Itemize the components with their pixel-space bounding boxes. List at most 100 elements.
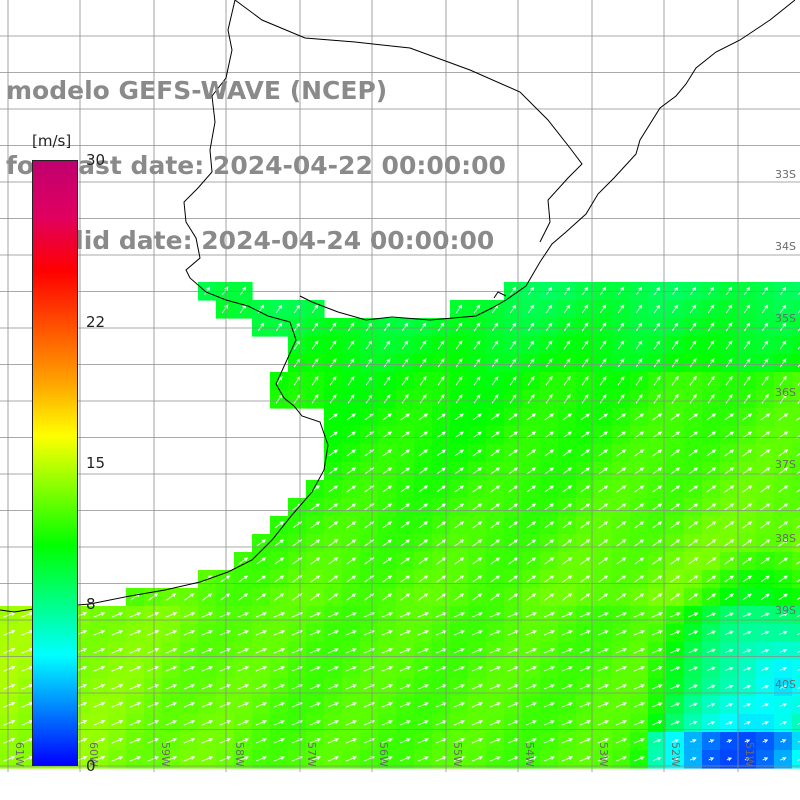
longitude-label: 57W <box>305 742 318 767</box>
wind-arrow <box>310 593 321 601</box>
wind-arrow <box>491 322 499 332</box>
wind-arrow <box>381 684 394 690</box>
wind-arrow <box>183 702 196 708</box>
wind-arrow <box>382 467 393 475</box>
wind-arrow <box>510 304 517 314</box>
longitude-label: 56W <box>377 742 390 767</box>
wind-arrow <box>383 394 391 404</box>
wind-arrow <box>399 666 412 672</box>
wind-arrow <box>382 521 393 529</box>
wind-arrow <box>148 593 159 601</box>
wind-arrow <box>201 630 214 636</box>
wind-arrow <box>310 521 321 529</box>
wind-arrow <box>688 485 699 493</box>
wind-arrow <box>93 684 106 690</box>
wind-arrow <box>760 593 770 601</box>
wind-arrow <box>725 375 733 386</box>
wind-arrow <box>510 286 517 295</box>
wind-arrow <box>689 393 697 404</box>
wind-arrow <box>3 702 16 708</box>
wind-arrow <box>688 575 699 583</box>
wind-arrow <box>346 413 356 421</box>
wind-arrow <box>580 485 591 493</box>
wind-arrow <box>473 322 481 332</box>
wind-arrow <box>544 485 555 493</box>
wind-arrow <box>744 757 751 761</box>
wind-arrow <box>707 322 715 332</box>
wind-arrow <box>563 375 571 386</box>
wind-arrow <box>147 684 160 690</box>
wind-arrow <box>201 648 214 654</box>
wind-arrow <box>489 630 501 636</box>
wind-arrow <box>669 612 681 618</box>
wind-arrow <box>472 593 483 601</box>
wind-arrow <box>201 756 214 762</box>
wind-arrow <box>327 738 340 744</box>
wind-arrow <box>689 375 697 386</box>
wind-arrow <box>165 720 178 726</box>
wind-arrow <box>797 327 800 332</box>
wind-arrow <box>345 684 358 690</box>
wind-arrow <box>743 720 752 725</box>
wind-arrow <box>671 322 679 332</box>
wind-arrow <box>382 431 393 439</box>
wind-arrow <box>599 322 607 332</box>
wind-arrow <box>327 684 339 690</box>
wind-arrow <box>147 666 160 672</box>
wind-arrow <box>671 340 679 350</box>
wind-arrow <box>670 557 681 565</box>
longitude-label: 52W <box>669 742 682 767</box>
wind-arrow <box>345 720 358 726</box>
wind-cell <box>792 462 800 481</box>
wind-arrow <box>437 340 445 350</box>
wind-arrow <box>489 612 501 618</box>
wind-cell <box>792 408 800 427</box>
wind-cell <box>792 660 800 679</box>
wind-arrow <box>690 757 697 761</box>
wind-arrow <box>599 286 607 296</box>
wind-arrow <box>399 648 412 654</box>
wind-arrow <box>473 340 481 350</box>
wind-arrow <box>453 738 466 744</box>
wind-arrow <box>760 575 770 583</box>
wind-arrow <box>580 593 591 601</box>
wind-arrow <box>147 720 160 726</box>
wind-arrow <box>779 684 788 689</box>
wind-arrow <box>309 756 322 762</box>
wind-arrow <box>329 358 337 368</box>
wind-arrows <box>3 286 800 762</box>
wind-arrow <box>562 485 573 493</box>
wind-arrow <box>346 503 357 511</box>
wind-arrow <box>743 286 751 296</box>
wind-arrow <box>797 632 800 635</box>
wind-arrow <box>309 612 322 618</box>
wind-arrow <box>309 702 321 708</box>
wind-arrow <box>581 358 589 368</box>
wind-arrow <box>327 756 340 762</box>
wind-arrow <box>670 593 681 601</box>
wind-arrow <box>725 720 734 725</box>
wind-arrow <box>489 684 502 690</box>
wind-arrow <box>274 539 285 547</box>
wind-cell <box>792 300 800 319</box>
wind-arrow <box>400 449 411 457</box>
wind-arrow <box>778 467 789 475</box>
wind-arrow <box>219 630 232 636</box>
wind-arrow <box>671 375 679 386</box>
wind-arrow <box>706 593 717 601</box>
wind-arrow <box>725 340 733 350</box>
wind-arrow <box>743 322 751 332</box>
wind-arrow <box>256 575 267 583</box>
wind-arrow <box>93 630 106 636</box>
latitude-label: 39S <box>775 604 796 617</box>
wind-arrow <box>688 702 698 708</box>
wind-arrow <box>201 720 214 726</box>
wind-arrow <box>327 648 339 654</box>
wind-arrow <box>219 612 232 618</box>
wind-arrow <box>724 413 735 421</box>
wind-arrow <box>725 702 734 707</box>
longitude-label: 58W <box>233 742 246 767</box>
wind-arrow <box>690 739 697 743</box>
wind-arrow <box>165 684 178 690</box>
wind-arrow <box>526 431 537 439</box>
